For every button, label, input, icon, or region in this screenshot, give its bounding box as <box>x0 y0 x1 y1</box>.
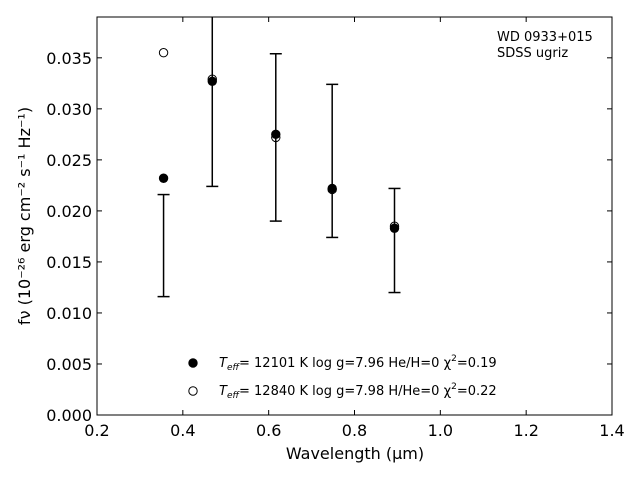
y-tick-label: 0.015 <box>46 253 92 272</box>
data-marks <box>157 17 401 298</box>
legend: Teff= 12101 K log g=7.96 He/H=0 χ2=0.19 … <box>188 354 497 401</box>
x-tick-label: 1.0 <box>428 421 453 440</box>
axis-ticks: 0.2 0.4 0.6 0.8 1.0 1.2 1.4 0.000 0.005 0.010 0.01… <box>46 17 625 440</box>
x-tick-label: 1.4 <box>599 421 624 440</box>
data-point-open <box>158 48 169 58</box>
data-point-open <box>389 221 400 231</box>
annotation-line-2: SDSS ugriz <box>497 46 568 61</box>
x-tick-label: 0.2 <box>84 421 109 440</box>
legend-label-2: Teff= 12840 K log g=7.98 H/He=0 χ2=0.22 <box>219 382 497 401</box>
x-tick-label: 0.8 <box>342 421 367 440</box>
data-point-open <box>271 132 281 143</box>
y-tick-label: 0.025 <box>46 151 92 170</box>
x-axis-title-unit: (μm) <box>386 444 424 463</box>
data-point-open <box>327 184 337 195</box>
legend-marker-open <box>188 386 198 396</box>
y-tick-label: 0.005 <box>46 355 92 374</box>
x-tick-label: 0.6 <box>256 421 281 440</box>
y-tick-label: 0.035 <box>46 49 92 68</box>
x-tick-label: 1.2 <box>513 421 538 440</box>
y-tick-label: 0.030 <box>46 100 92 119</box>
data-point-filled <box>158 173 169 183</box>
data-point-open <box>207 74 217 84</box>
y-tick-label: 0.010 <box>46 304 92 323</box>
data-point-filled <box>271 129 281 140</box>
data-point-filled <box>207 76 217 86</box>
y-tick-label: 0.020 <box>46 202 92 221</box>
data-point-filled <box>389 223 400 233</box>
annotation-line-1: WD 0933+015 <box>497 30 593 45</box>
legend-marker-filled <box>188 358 198 368</box>
y-axis-title: fν (10⁻²⁶ erg cm⁻² s⁻¹ Hz⁻¹) <box>15 107 34 325</box>
x-axis-title-text: Wavelength <box>286 444 381 463</box>
x-axis-title: Wavelength (μm) <box>286 444 424 463</box>
x-tick-label: 0.4 <box>170 421 195 440</box>
y-tick-label: 0.000 <box>46 406 92 425</box>
legend-label-1: Teff= 12101 K log g=7.96 He/H=0 χ2=0.19 <box>219 354 497 373</box>
